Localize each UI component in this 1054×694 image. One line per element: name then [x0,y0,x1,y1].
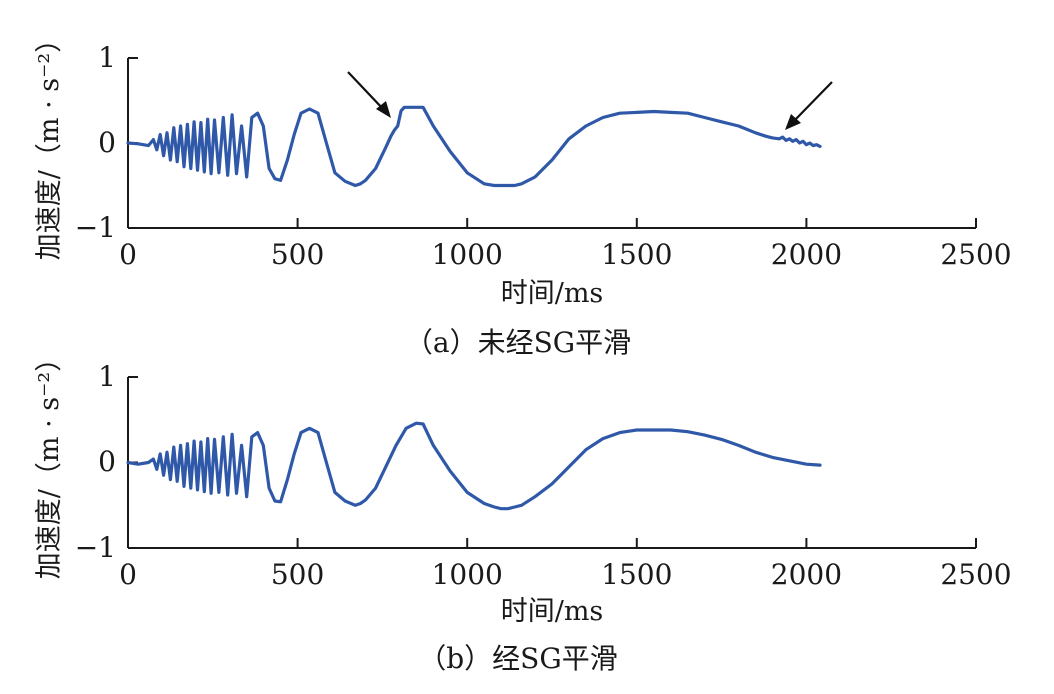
chart-b-xtick-label-2000: 2000 [771,558,842,591]
chart-b: 加速度/（m · s⁻²） 1 0 −1 0 500 1000 1500 200… [34,345,1012,675]
chart-a-xlabel: 时间/ms [501,278,604,309]
chart-a-arrow-1 [347,71,391,118]
chart-a-xtick-label-500: 500 [271,238,324,271]
chart-a-xtick-label-1000: 1000 [432,238,503,271]
chart-b-ytick-label-neg1: −1 [75,531,116,564]
chart-a: 加速度/（m · s⁻²） 1 0 −1 0 500 1000 1500 200… [34,26,1012,359]
chart-b-xtick-label-1000: 1000 [432,558,503,591]
chart-a-ytick-label-neg1: −1 [75,211,116,244]
chart-a-xtick-label-2000: 2000 [771,238,842,271]
chart-a-arrow-2 [785,81,833,130]
chart-a-xtick-label-2500: 2500 [940,238,1011,271]
chart-b-ylabel: 加速度/（m · s⁻²） [34,345,65,579]
chart-b-series-line [126,421,822,511]
chart-a-series-line [126,105,822,188]
chart-a-ytick-label-0: 0 [98,126,116,159]
chart-a-caption: （a）未经SG平滑 [405,326,631,359]
chart-b-xtick-label-2500: 2500 [940,558,1011,591]
chart-b-xtick-label-500: 500 [271,558,324,591]
chart-b-xtick-label-1500: 1500 [601,558,672,591]
chart-b-caption: （b）经SG平滑 [418,642,617,675]
chart-b-xtick-label-0: 0 [119,558,137,591]
chart-b-ytick-label-0: 0 [98,445,116,478]
chart-a-ylabel: 加速度/（m · s⁻²） [34,26,65,260]
chart-b-ytick-label-1: 1 [98,360,116,393]
chart-a-xtick-label-0: 0 [119,238,137,271]
chart-b-xlabel: 时间/ms [501,596,604,627]
chart-a-ytick-label-1: 1 [98,41,116,74]
chart-a-xtick-label-1500: 1500 [601,238,672,271]
